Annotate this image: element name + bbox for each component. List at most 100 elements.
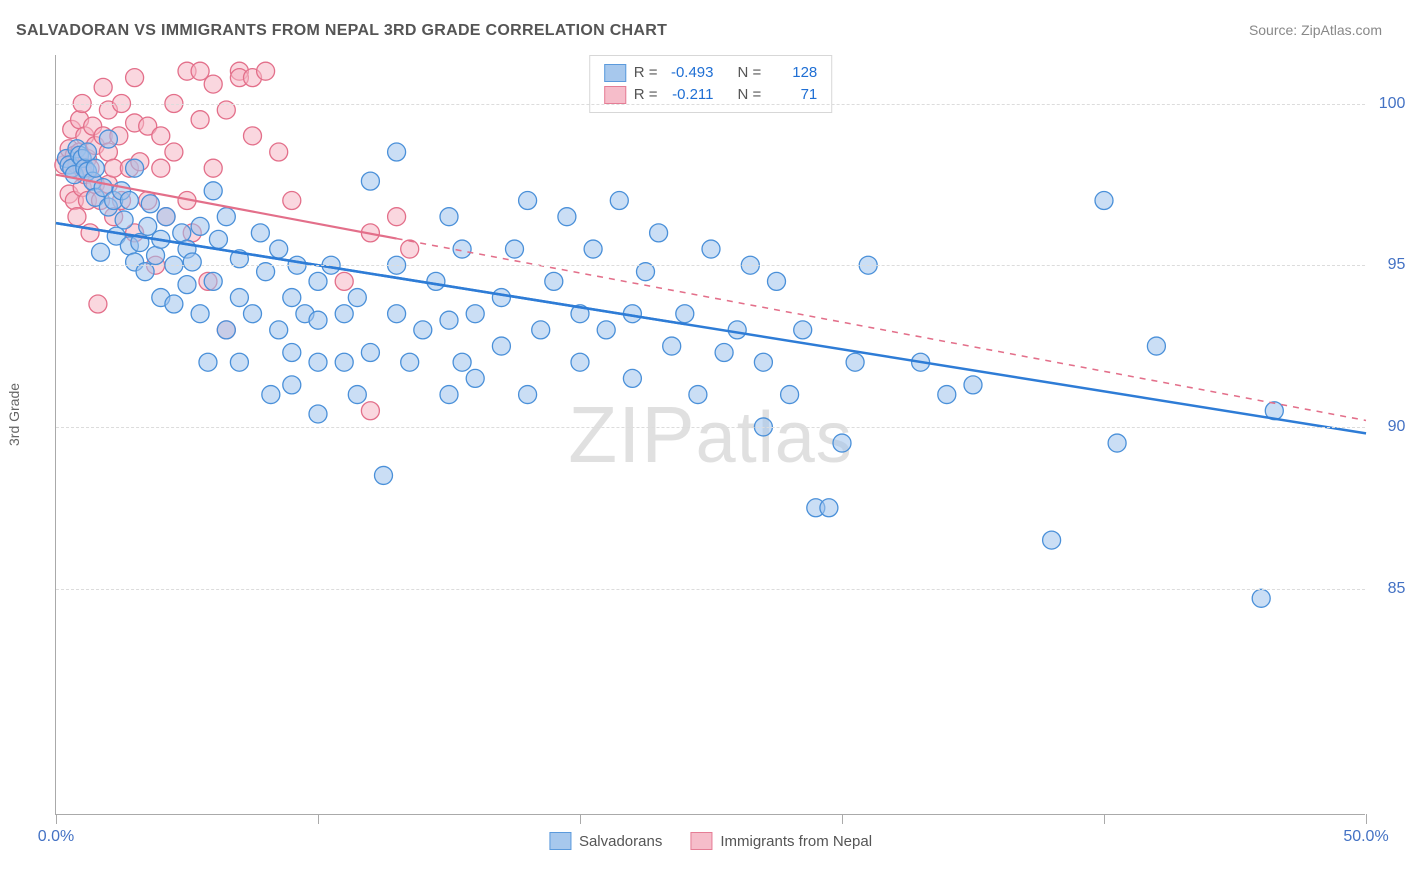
legend-series: Salvadorans Immigrants from Nepal	[549, 832, 872, 850]
point-a	[141, 195, 159, 213]
point-a	[1095, 192, 1113, 210]
legend-stats-row-a: R = -0.493 N = 128	[604, 62, 818, 84]
point-a	[414, 321, 432, 339]
point-a	[217, 321, 235, 339]
point-a	[262, 386, 280, 404]
point-a	[309, 311, 327, 329]
point-a	[532, 321, 550, 339]
point-a	[440, 311, 458, 329]
point-a	[204, 272, 222, 290]
point-a	[191, 217, 209, 235]
point-b	[283, 192, 301, 210]
point-a	[178, 276, 196, 294]
point-a	[440, 386, 458, 404]
x-tick	[580, 814, 581, 824]
point-a	[846, 353, 864, 371]
point-a	[309, 353, 327, 371]
swatch-a2	[549, 832, 571, 850]
point-b	[335, 272, 353, 290]
point-a	[348, 289, 366, 307]
point-a	[1252, 589, 1270, 607]
point-a	[545, 272, 563, 290]
point-a	[440, 208, 458, 226]
point-a	[453, 353, 471, 371]
y-tick-label: 100.0%	[1379, 95, 1406, 113]
point-a	[209, 230, 227, 248]
point-b	[401, 240, 419, 258]
x-tick-label: 50.0%	[1343, 828, 1388, 846]
point-b	[152, 159, 170, 177]
point-a	[283, 344, 301, 362]
n-label-a: N =	[738, 62, 762, 84]
point-a	[147, 247, 165, 265]
y-tick-label: 85.0%	[1388, 580, 1406, 598]
source-label: Source: ZipAtlas.com	[1249, 22, 1382, 38]
legend-item-b: Immigrants from Nepal	[690, 832, 872, 850]
point-a	[492, 337, 510, 355]
point-a	[309, 405, 327, 423]
point-a	[794, 321, 812, 339]
point-b	[68, 208, 86, 226]
y-tick-label: 90.0%	[1388, 418, 1406, 436]
swatch-b	[604, 86, 626, 104]
point-a	[230, 289, 248, 307]
point-a	[348, 386, 366, 404]
point-a	[270, 240, 288, 258]
point-a	[78, 143, 96, 161]
point-a	[938, 386, 956, 404]
point-a	[466, 369, 484, 387]
point-a	[754, 353, 772, 371]
point-a	[173, 224, 191, 242]
point-a	[361, 344, 379, 362]
point-a	[217, 208, 235, 226]
point-a	[623, 369, 641, 387]
point-a	[584, 240, 602, 258]
point-b	[191, 111, 209, 129]
x-tick	[1366, 814, 1367, 824]
swatch-a	[604, 64, 626, 82]
scatter-svg	[56, 55, 1365, 814]
x-tick-label: 0.0%	[38, 828, 74, 846]
point-a	[191, 305, 209, 323]
point-a	[781, 386, 799, 404]
point-a	[492, 289, 510, 307]
point-a	[1043, 531, 1061, 549]
point-a	[597, 321, 615, 339]
series-b-name: Immigrants from Nepal	[720, 833, 872, 850]
point-b	[89, 295, 107, 313]
y-tick-label: 95.0%	[1388, 256, 1406, 274]
point-a	[283, 376, 301, 394]
point-b	[204, 159, 222, 177]
x-tick	[842, 814, 843, 824]
point-a	[558, 208, 576, 226]
point-a	[283, 289, 301, 307]
r-label-a: R =	[634, 62, 658, 84]
gridline-h	[56, 265, 1365, 266]
legend-item-a: Salvadorans	[549, 832, 662, 850]
point-a	[571, 353, 589, 371]
chart-title: SALVADORAN VS IMMIGRANTS FROM NEPAL 3RD …	[16, 22, 667, 40]
point-a	[1147, 337, 1165, 355]
swatch-b2	[690, 832, 712, 850]
point-b	[152, 127, 170, 145]
point-a	[251, 224, 269, 242]
point-a	[115, 211, 133, 229]
n-value-a: 128	[769, 62, 817, 84]
point-b	[270, 143, 288, 161]
point-a	[728, 321, 746, 339]
point-a	[964, 376, 982, 394]
point-a	[309, 272, 327, 290]
point-a	[1108, 434, 1126, 452]
point-b	[388, 208, 406, 226]
gridline-h	[56, 427, 1365, 428]
point-a	[650, 224, 668, 242]
point-a	[715, 344, 733, 362]
point-a	[86, 159, 104, 177]
point-a	[335, 305, 353, 323]
point-a	[165, 295, 183, 313]
point-a	[833, 434, 851, 452]
point-a	[361, 172, 379, 190]
point-a	[244, 305, 262, 323]
x-tick	[1104, 814, 1105, 824]
point-a	[689, 386, 707, 404]
